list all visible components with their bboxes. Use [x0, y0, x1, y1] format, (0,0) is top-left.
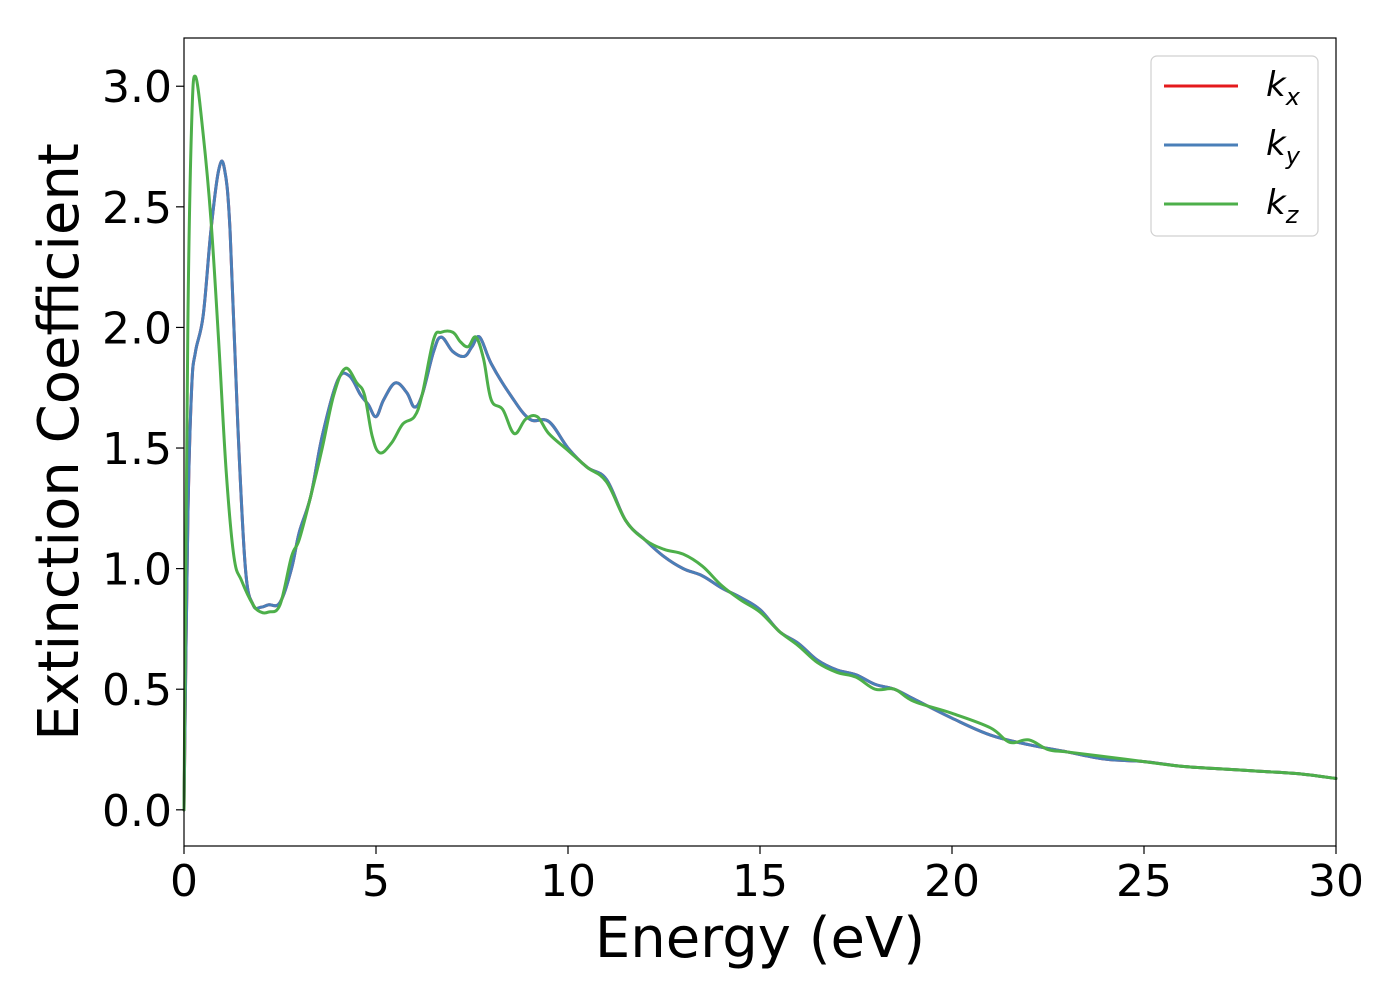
y-axis-ticks: 0.0 0.5 1.0 1.5 2.0 2.5 3.0 — [102, 62, 184, 837]
legend-label-sub: y — [1285, 142, 1301, 170]
legend-label-main: k — [1266, 65, 1287, 105]
legend-label-y: ky — [1266, 124, 1301, 170]
y-tick-label: 1.5 — [102, 424, 172, 475]
y-tick-label: 2.0 — [102, 303, 172, 354]
legend-label-x: kx — [1266, 65, 1301, 111]
legend-label-main: k — [1266, 183, 1287, 223]
y-tick-label: 0.0 — [102, 786, 172, 837]
series-layer — [182, 74, 1338, 812]
x-tick-label: 10 — [540, 856, 596, 907]
y-tick-label: 3.0 — [102, 62, 172, 113]
y-tick-label: 2.5 — [102, 183, 172, 234]
y-tick-label: 1.0 — [102, 545, 172, 596]
legend-label-sub: x — [1285, 83, 1301, 111]
x-tick-label: 20 — [924, 856, 980, 907]
x-axis-title: Energy (eV) — [595, 906, 925, 971]
legend-label-z: kz — [1266, 183, 1300, 229]
x-tick-label: 0 — [170, 856, 198, 907]
x-tick-label: 15 — [732, 856, 788, 907]
y-axis-title: Extinction Coefficient — [27, 143, 92, 741]
x-axis-ticks: 0 5 10 15 20 25 30 — [170, 846, 1364, 907]
x-tick-label: 25 — [1116, 856, 1172, 907]
y-tick-label: 0.5 — [102, 665, 172, 716]
x-tick-label: 5 — [362, 856, 390, 907]
series-line-z — [182, 74, 1338, 812]
legend-label-main: k — [1266, 124, 1287, 164]
legend-label-sub: z — [1285, 201, 1300, 229]
plot-area-background — [184, 38, 1336, 846]
x-tick-label: 30 — [1308, 856, 1364, 907]
